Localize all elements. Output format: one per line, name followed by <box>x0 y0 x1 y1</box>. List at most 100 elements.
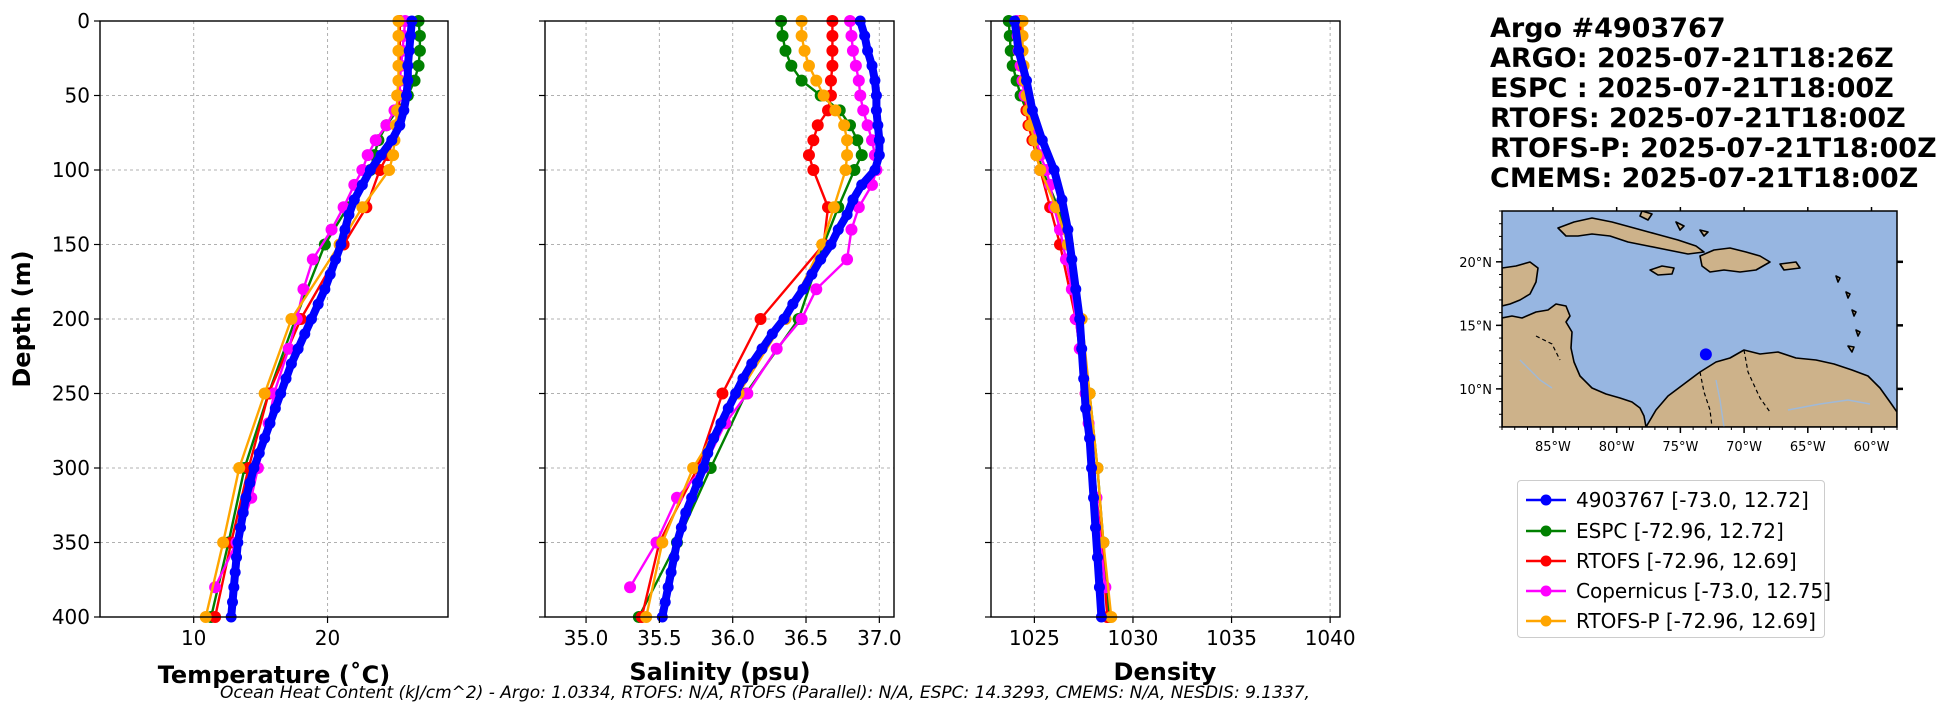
salinity-point-copernicus <box>770 342 783 355</box>
depth-ytick-label: 150 <box>52 233 90 257</box>
legend-label-espc: ESPC [-72.96, 12.72] <box>1576 519 1784 543</box>
salinity-point-copernicus <box>845 29 858 42</box>
temperature-point-argo <box>343 209 355 221</box>
salinity-point-argo <box>662 581 674 593</box>
temperature-point-argo <box>253 447 265 459</box>
salinity-point-argo <box>730 388 742 399</box>
salinity-point-rtofs-p <box>841 134 854 147</box>
temperature-point-argo <box>264 417 276 429</box>
map-lon-label: 60°W <box>1854 440 1890 455</box>
temperature-point-copernicus <box>380 119 393 132</box>
salinity-point-rtofs <box>826 44 839 57</box>
salinity-point-rtofs <box>811 119 824 132</box>
density-point-argo <box>1086 462 1098 474</box>
salinity-point-argo <box>671 537 683 548</box>
salinity-point-argo <box>869 164 881 176</box>
salinity-point-argo <box>697 462 709 474</box>
salinity-point-argo <box>659 596 671 608</box>
salinity-point-copernicus <box>810 283 823 296</box>
temperature-point-argo <box>305 313 317 325</box>
temperature-point-copernicus <box>306 253 319 266</box>
depth-ytick-label: 250 <box>52 382 90 406</box>
map-ticks: 85°W 80°W 75°W 70°W 65°W 60°W 20°N 15°N 10°N <box>1459 207 1903 455</box>
title-block: Argo #4903767 ARGO: 2025-07-21T18:26Z ES… <box>1490 14 1937 194</box>
title-espc-time: ESPC : 2025-07-21T18:00Z <box>1490 73 1894 104</box>
salinity-point-rtofs <box>807 164 820 176</box>
map-lon-label: 75°W <box>1662 440 1698 455</box>
salinity-point-argo <box>668 551 680 563</box>
salinity-point-argo <box>766 328 778 340</box>
salinity-point-argo <box>665 566 677 578</box>
density-panel: 1025 1030 1035 1040 Density <box>985 15 1356 686</box>
temperature-point-rtofs-p <box>392 74 405 87</box>
temperature-point-argo <box>235 522 247 534</box>
salinity-xtick-label: 36.0 <box>710 626 755 650</box>
float-location-marker <box>1699 348 1712 361</box>
temperature-point-argo <box>398 104 410 116</box>
temperature-point-argo <box>227 596 239 608</box>
legend: 4903767 [-73.0, 12.72] ESPC [-72.96, 12.… <box>1517 480 1831 638</box>
salinity-point-espc <box>851 134 864 147</box>
salinity-point-rtofs <box>716 387 729 400</box>
temperature-point-argo <box>386 134 398 146</box>
land-central-america <box>1502 303 1647 427</box>
salinity-point-rtofs-p <box>810 74 823 87</box>
temperature-point-argo <box>285 358 297 370</box>
salinity-point-argo <box>825 239 837 250</box>
salinity-point-copernicus <box>857 104 870 117</box>
density-ticks: 1025 1030 1035 1040 <box>985 20 1356 650</box>
salinity-point-argo <box>870 104 882 116</box>
density-point-argo <box>1036 134 1048 146</box>
salinity-series <box>624 15 885 623</box>
temperature-point-argo <box>259 432 271 444</box>
location-map: 85°W 80°W 75°W 70°W 65°W 60°W 20°N 15°N 10°N <box>1459 207 1903 455</box>
map-lon-label: 70°W <box>1726 440 1762 455</box>
salinity-point-argo <box>797 283 809 295</box>
density-point-argo <box>1093 581 1105 593</box>
temperature-point-argo <box>330 253 342 265</box>
land-yucatan <box>1502 261 1539 307</box>
salinity-point-argo <box>702 447 714 459</box>
density-point-argo <box>1070 283 1082 295</box>
salinity-point-copernicus <box>861 119 874 132</box>
temperature-point-argo <box>228 581 240 593</box>
salinity-point-copernicus <box>849 59 862 72</box>
salinity-xtick-label: 37.0 <box>857 626 902 650</box>
salinity-xtick-label: 35.5 <box>637 626 682 650</box>
map-lat-label: 10°N <box>1459 383 1492 398</box>
legend-swatch-rtofs <box>1526 555 1566 567</box>
title-argo-time: ARGO: 2025-07-21T18:26Z <box>1490 43 1894 74</box>
legend-label-copernicus: Copernicus [-73.0, 12.75] <box>1576 579 1832 603</box>
legend-swatch-argo <box>1526 494 1566 506</box>
density-grid <box>991 20 1340 618</box>
salinity-point-argo <box>737 373 749 385</box>
salinity-point-rtofs-p <box>795 29 808 42</box>
temperature-point-espc <box>318 238 331 251</box>
density-point-argo <box>1066 253 1078 265</box>
salinity-point-argo <box>756 343 768 355</box>
map-lon-label: 80°W <box>1599 440 1635 455</box>
temperature-point-copernicus <box>325 223 338 236</box>
density-point-rtofs-p <box>1030 149 1043 162</box>
legend-swatch-rtofs-p <box>1526 615 1566 627</box>
density-point-argo <box>1074 313 1086 325</box>
temperature-point-argo <box>237 507 249 519</box>
salinity-point-argo <box>847 194 859 206</box>
temperature-point-rtofs-p <box>383 164 396 176</box>
salinity-point-argo <box>873 134 885 146</box>
salinity-panel: 35.0 35.5 36.0 36.5 37.0 Salinity (psu) <box>539 15 902 686</box>
salinity-point-rtofs-p <box>802 59 815 72</box>
temperature-xlabel: Temperature (˚C) <box>158 661 391 689</box>
temperature-xtick-label: 10 <box>181 626 206 650</box>
temperature-point-argo <box>299 328 311 340</box>
salinity-point-copernicus <box>846 44 859 57</box>
density-point-argo <box>1078 373 1090 385</box>
temperature-point-copernicus <box>361 149 374 162</box>
temperature-point-argo <box>231 551 243 563</box>
temperature-point-espc <box>413 29 426 42</box>
density-point-argo <box>1056 194 1068 206</box>
temperature-point-argo <box>405 30 417 42</box>
